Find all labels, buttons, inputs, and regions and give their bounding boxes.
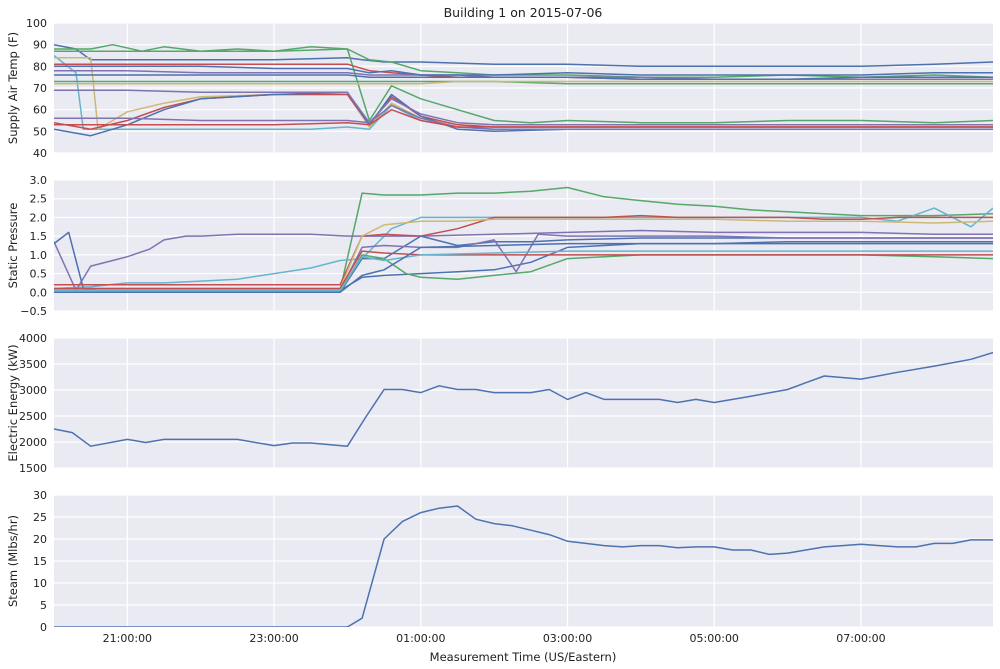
chart-panel-2: −0.5 0.0 0.5 1.0 1.5 2.0 2.5 3.0 Static Pressure: [6, 174, 993, 318]
series-group: [54, 186, 993, 294]
y-tick-label: 10: [33, 577, 47, 590]
series-group: [54, 43, 993, 137]
y-tick-label: 80: [33, 60, 47, 73]
series-line-10: [54, 250, 993, 290]
y-tick-label: 2500: [19, 410, 47, 423]
y-axis-label: Steam (Mlbs/hr): [6, 515, 20, 607]
y-tick-label: 60: [33, 104, 47, 117]
y-tick-label: 5: [40, 599, 47, 612]
x-tick-label: 23:00:00: [249, 632, 298, 645]
series-group: [54, 351, 993, 447]
y-tick-label: 30: [33, 489, 47, 502]
x-tick-label: 03:00:00: [543, 632, 592, 645]
series-line-12: [54, 80, 993, 85]
y-tick-label: 3500: [19, 358, 47, 371]
series-line-1: [54, 505, 993, 627]
y-axis-label: Static Pressure: [6, 203, 20, 289]
series-line-12: [54, 242, 993, 294]
plot-area: [54, 180, 993, 311]
series-line-3: [54, 229, 993, 292]
x-tick-label: 01:00:00: [396, 632, 445, 645]
y-tick-label: 25: [33, 511, 47, 524]
x-tick-label: 07:00:00: [836, 632, 885, 645]
series-line-13: [54, 89, 993, 126]
y-tick-label: 90: [33, 39, 47, 52]
x-tick-label: 21:00:00: [103, 632, 152, 645]
series-line-2: [54, 43, 993, 78]
chart-panel-1: 40 50 60 70 80 90 100 Supply Air Temp (F): [6, 17, 993, 160]
y-tick-label: 0.5: [30, 268, 48, 281]
series-line-15: [54, 108, 993, 128]
series-line-3: [54, 48, 993, 124]
y-tick-label: 3000: [19, 384, 47, 397]
x-tick-label: 05:00:00: [690, 632, 739, 645]
chart-title: Building 1 on 2015-07-06: [444, 5, 603, 20]
series-line-10: [54, 65, 993, 76]
y-axis-label: Supply Air Temp (F): [6, 32, 20, 144]
y-tick-label: 2.0: [30, 211, 48, 224]
y-tick-label: 4000: [19, 332, 47, 345]
y-axis-label: Electric Energy (kW): [6, 344, 20, 461]
y-tick-label: 20: [33, 533, 47, 546]
y-tick-label: 15: [33, 555, 47, 568]
plot-area: [54, 338, 993, 468]
y-tick-label: 3.0: [30, 174, 48, 187]
series-group: [54, 505, 993, 627]
y-tick-label: 50: [33, 125, 47, 138]
y-tick-label: 2.5: [30, 193, 48, 206]
y-tick-label: 1.5: [30, 230, 48, 243]
series-line-5: [54, 214, 993, 286]
y-tick-label: 40: [33, 147, 47, 160]
y-tick-label: −0.5: [20, 305, 47, 318]
x-axis-label: Measurement Time (US/Eastern): [430, 650, 617, 664]
series-line-1: [54, 351, 993, 447]
series-line-1: [54, 43, 993, 68]
y-tick-label: 1500: [19, 462, 47, 475]
series-line-16: [54, 74, 993, 81]
y-tick-label: 0.0: [30, 286, 48, 299]
y-tick-label: 1.0: [30, 249, 48, 262]
series-line-11: [54, 250, 993, 292]
y-tick-label: 2000: [19, 436, 47, 449]
chart-panel-4: 0 5 10 15 20 25 30 21:00:00 23:00:00 01:00:00 03:0…: [6, 489, 993, 645]
y-tick-label: 0: [40, 621, 47, 634]
y-tick-label: 100: [26, 17, 47, 30]
y-tick-label: 70: [33, 82, 47, 95]
